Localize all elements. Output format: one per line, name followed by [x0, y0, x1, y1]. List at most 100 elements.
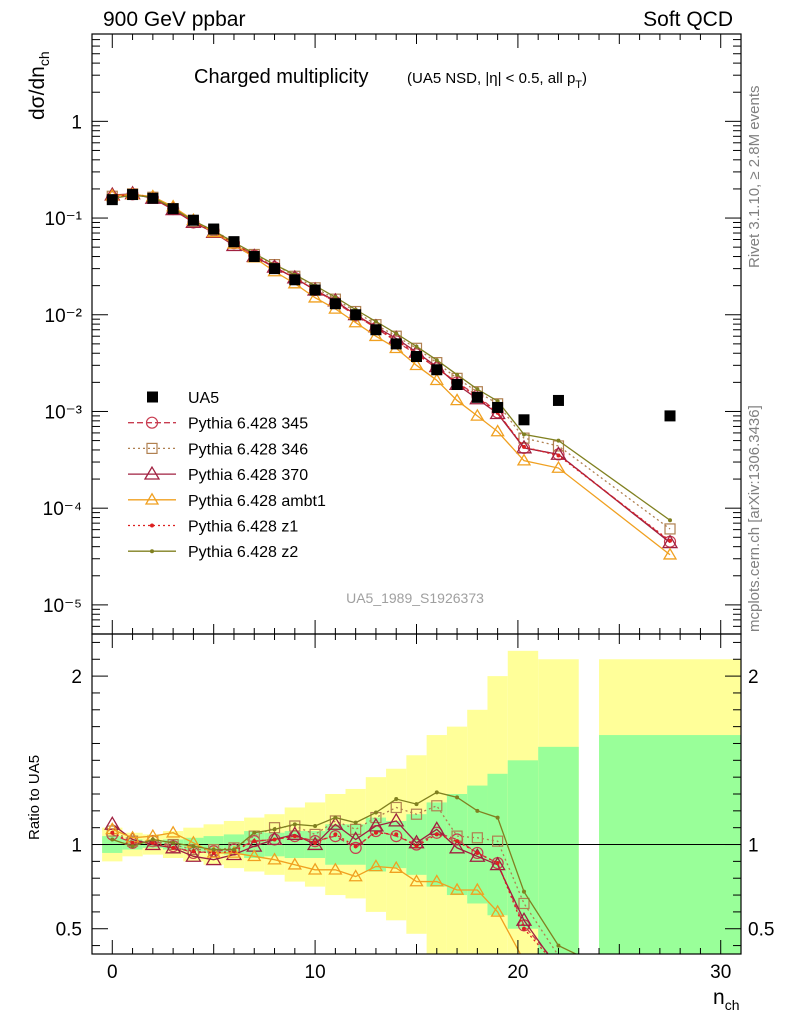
series-marker	[521, 926, 526, 931]
legend-entry: Pythia 6.428 z1	[128, 519, 298, 536]
series-marker	[287, 857, 302, 870]
series-marker	[389, 860, 404, 873]
data-point	[289, 274, 301, 286]
series-marker	[313, 840, 318, 845]
series-marker	[231, 847, 236, 852]
series-marker	[521, 432, 526, 437]
series-marker	[348, 869, 363, 882]
legend-entry: Pythia 6.428 ambt1	[128, 492, 326, 510]
series-marker	[471, 832, 483, 844]
series-marker	[307, 290, 323, 303]
series-marker	[515, 439, 533, 454]
x-axis-label: nch	[713, 986, 739, 1013]
series-marker	[470, 882, 485, 895]
series-marker	[390, 801, 402, 814]
series-marker	[313, 824, 318, 828]
series-marker	[668, 538, 673, 543]
data-point	[451, 379, 463, 391]
y-tick-label: 10⁻⁴	[43, 499, 82, 520]
series-marker	[373, 830, 378, 835]
series-marker	[272, 837, 277, 842]
stat-band	[538, 746, 579, 954]
series-marker	[475, 850, 480, 855]
series-marker	[165, 825, 181, 838]
series-marker	[429, 373, 444, 386]
data-point	[187, 214, 199, 226]
series-ratio	[110, 830, 548, 954]
data-point	[269, 263, 281, 275]
series-marker	[414, 844, 419, 849]
series-marker	[414, 802, 419, 807]
series-marker	[328, 862, 343, 875]
series-marker	[171, 845, 176, 850]
legend-entry: Pythia 6.428 370	[128, 465, 308, 484]
process-label: Soft QCD	[643, 8, 733, 31]
series-marker	[146, 442, 158, 454]
series-marker	[110, 830, 115, 835]
series-marker	[368, 859, 384, 872]
ratio-tick-label: 2	[748, 667, 759, 688]
series-marker	[434, 358, 439, 363]
series-marker	[205, 851, 222, 866]
series-marker	[394, 797, 399, 802]
data-point	[390, 338, 402, 350]
x-tick-label: 20	[507, 962, 528, 983]
series-marker	[130, 844, 135, 849]
series-marker	[490, 424, 505, 437]
series-marker	[171, 840, 176, 845]
series-line	[112, 193, 671, 542]
data-point	[248, 251, 260, 263]
data-point	[127, 189, 139, 201]
data-point	[329, 298, 341, 310]
chart-title: Charged multiplicity	[194, 66, 369, 88]
series-marker	[333, 815, 338, 820]
series-marker	[518, 897, 530, 910]
ratio-tick-label: 1	[71, 836, 82, 857]
x-tick-label: 0	[107, 962, 118, 983]
series-marker	[434, 832, 439, 837]
series-marker	[414, 344, 419, 349]
data-point	[370, 324, 382, 336]
series-marker	[252, 839, 257, 844]
data-point	[492, 401, 504, 413]
legend: UA5 Pythia 6.428 345 Pythia 6.428 346 Pythi…	[128, 390, 326, 561]
series-marker	[449, 393, 465, 406]
series-marker	[431, 800, 443, 812]
series-marker	[272, 827, 277, 832]
data-point	[228, 236, 240, 248]
beam-label: 900 GeV ppbar	[103, 8, 246, 31]
series-marker	[353, 820, 358, 825]
series-marker	[429, 874, 444, 887]
series-marker	[490, 904, 505, 917]
x-tick-label: 30	[710, 962, 731, 983]
legend-label: UA5	[188, 390, 219, 407]
series-marker	[150, 549, 154, 554]
series-marker	[368, 328, 384, 342]
series-ratio-line	[111, 820, 549, 954]
data-point	[208, 223, 220, 235]
series-marker	[388, 812, 405, 827]
series-marker	[662, 547, 678, 560]
series-marker	[373, 319, 378, 324]
y-axis-label-main: dσ/dnch	[26, 51, 52, 120]
series-marker	[455, 372, 460, 377]
series-marker	[327, 816, 344, 830]
series-marker	[348, 315, 363, 328]
data-point	[411, 351, 422, 363]
ratio-tick-label: 0.5	[748, 920, 774, 941]
series-marker	[394, 331, 399, 336]
series-marker	[449, 882, 465, 895]
series-marker	[150, 837, 155, 842]
data-point	[350, 309, 362, 321]
series-marker	[110, 837, 115, 842]
y-tick-label: 10⁻³	[45, 402, 83, 423]
ratio-tick-label: 0.5	[56, 920, 82, 941]
series-marker	[185, 848, 202, 862]
y-tick-label: 1	[71, 112, 82, 133]
chart-subtitle: (UA5 NSD, |η| < 0.5, all pT)	[407, 70, 587, 91]
data-point	[518, 414, 530, 426]
series-marker	[333, 832, 338, 837]
series-marker	[556, 943, 561, 948]
series-marker	[191, 844, 196, 849]
